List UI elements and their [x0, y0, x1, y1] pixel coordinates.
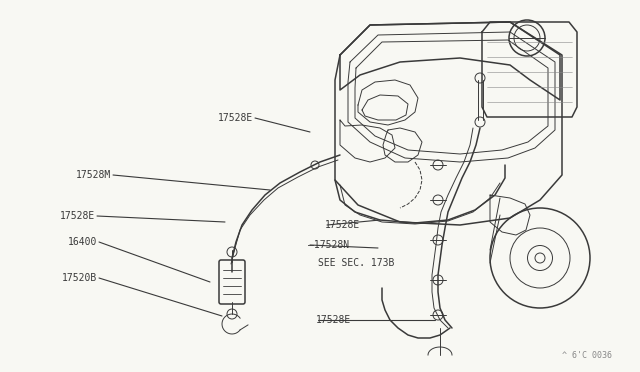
Text: 16400: 16400 [68, 237, 97, 247]
Text: 17528E: 17528E [218, 113, 253, 123]
Text: —17528N: —17528N [308, 240, 349, 250]
Text: SEE SEC. 173B: SEE SEC. 173B [318, 258, 394, 268]
Text: 17528M: 17528M [76, 170, 111, 180]
Text: 17528E: 17528E [325, 220, 360, 230]
Text: 17528E: 17528E [60, 211, 95, 221]
Text: ^ 6'C 0036: ^ 6'C 0036 [562, 350, 612, 359]
Text: 17528E: 17528E [316, 315, 351, 325]
Text: 17520B: 17520B [61, 273, 97, 283]
